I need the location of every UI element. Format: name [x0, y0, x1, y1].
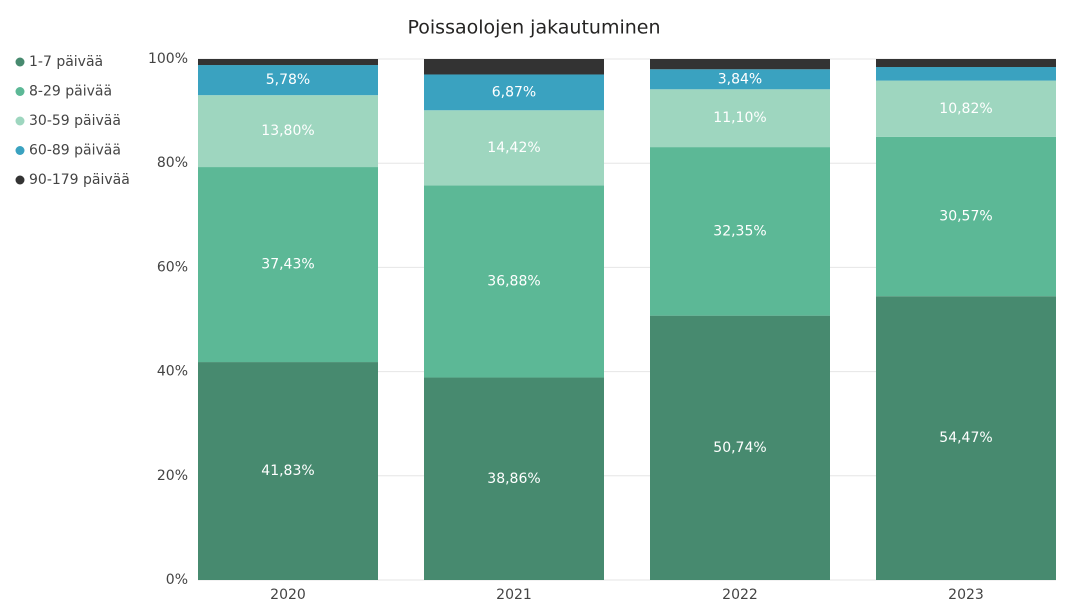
legend-marker [15, 146, 25, 155]
bar-segment [198, 167, 378, 363]
bar-segment [650, 147, 830, 316]
y-tick-label: 20% [157, 468, 188, 484]
chart-title: Poissaolojen jakautuminen [407, 17, 660, 39]
bar-segment [424, 59, 604, 75]
bar-segment [650, 69, 830, 90]
bar-segment [650, 59, 830, 70]
data-label: 13,80% [261, 123, 314, 139]
legend-label: 1-7 päivää [29, 54, 103, 70]
data-label: 38,86% [487, 471, 540, 487]
legend-marker [15, 116, 25, 126]
bar-segment [198, 362, 378, 580]
data-label: 32,35% [713, 223, 766, 239]
bar-segment [198, 95, 378, 168]
x-tick-label: 2023 [948, 587, 984, 603]
bar-segment [424, 74, 604, 111]
x-tick-label: 2022 [722, 587, 758, 603]
data-label: 3,84% [718, 71, 762, 87]
bar-segment [424, 377, 604, 580]
data-label: 10,82% [939, 101, 992, 117]
legend-marker [15, 87, 25, 96]
data-label: 5,78% [266, 72, 310, 88]
legend-label: 60-89 päivää [29, 143, 121, 159]
legend-marker [15, 175, 25, 185]
legend-label: 30-59 päivää [29, 113, 121, 129]
data-label: 30,57% [939, 209, 992, 225]
data-label: 54,47% [939, 430, 992, 446]
data-label: 50,74% [713, 440, 766, 456]
data-label: 37,43% [261, 257, 314, 273]
bar-segment [650, 89, 830, 148]
y-tick-label: 0% [166, 572, 188, 588]
data-label: 14,42% [487, 140, 540, 156]
x-tick-label: 2020 [270, 587, 306, 603]
y-tick-label: 100% [148, 51, 188, 67]
data-label: 6,87% [492, 84, 536, 100]
legend-marker [15, 57, 25, 67]
x-tick-label: 2021 [496, 587, 532, 603]
bar-segment [198, 59, 378, 66]
bar-segment [876, 296, 1056, 580]
legend-label: 90-179 päivää [29, 172, 130, 188]
data-label: 41,83% [261, 463, 314, 479]
bar-segment [198, 65, 378, 96]
data-label: 36,88% [487, 273, 540, 289]
bar-segment [876, 59, 1056, 68]
bar-segment [650, 315, 830, 580]
bar-segment [876, 67, 1056, 81]
y-tick-label: 60% [157, 259, 188, 275]
legend-label: 8-29 päivää [29, 84, 112, 100]
bar-segment [876, 136, 1056, 297]
bar-segment [876, 80, 1056, 137]
bar-segment [424, 110, 604, 186]
data-label: 11,10% [713, 110, 766, 126]
bar-segment [424, 185, 604, 378]
y-tick-label: 80% [157, 155, 188, 171]
y-tick-label: 40% [157, 364, 188, 380]
